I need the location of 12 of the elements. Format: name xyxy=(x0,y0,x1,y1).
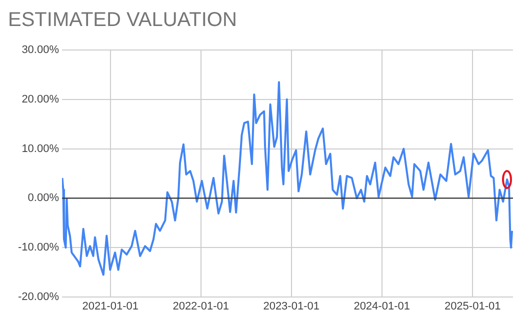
x-tick-label: 2021-01-01 xyxy=(82,300,138,313)
y-tick-label: 20.00% xyxy=(22,93,60,106)
x-tick-label: 2024-01-01 xyxy=(354,300,410,313)
y-tick-label: 0.00% xyxy=(28,192,60,204)
chart-title: ESTIMATED VALUATION xyxy=(8,9,237,32)
x-tick-label: 2022-01-01 xyxy=(172,300,229,313)
y-tick-label: 30.00% xyxy=(22,44,60,56)
y-tick-label: -20.00% xyxy=(18,291,60,304)
x-tick-label: 2025-01-01 xyxy=(444,300,501,313)
x-tick-label: 2023-01-01 xyxy=(263,300,320,313)
y-tick-label: 10.00% xyxy=(22,142,60,155)
y-tick-label: -10.00% xyxy=(18,242,60,254)
